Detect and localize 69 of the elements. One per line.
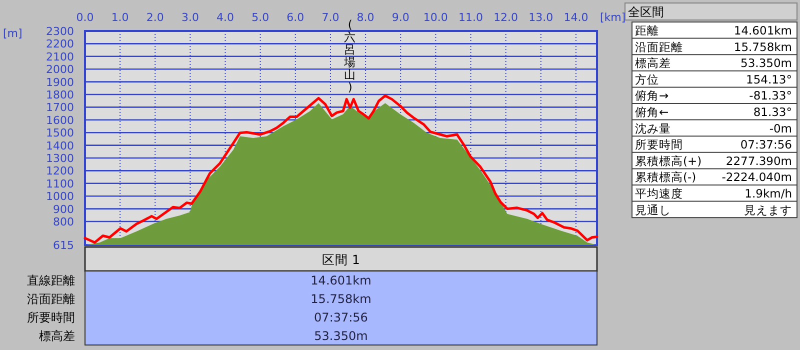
y-tick-label: 1300: [46, 152, 74, 166]
category-label: 累積標高(-): [635, 170, 696, 184]
category-label: 距離: [635, 24, 659, 38]
x-tick-label: 7.0: [322, 11, 340, 24]
text: 区間 1: [322, 252, 360, 267]
category-label: 累積標高(+): [635, 154, 702, 168]
category-label: 沿面距離: [635, 40, 683, 54]
text: 15.758km: [734, 40, 792, 54]
y-tick-label: 1900: [46, 76, 74, 89]
y-tick-label: 1000: [46, 190, 74, 204]
text: 14.601km: [734, 24, 792, 38]
text: -0m: [769, 121, 792, 136]
category-label: 標高差: [635, 56, 671, 70]
x-tick-label: 11.0: [458, 11, 484, 24]
text: 全区間: [628, 5, 664, 19]
text: 14.601km: [310, 274, 372, 288]
x-tick-label: 2.0: [146, 11, 164, 24]
y-tick-label: 900: [53, 202, 74, 216]
y-tick-label: 2200: [46, 38, 74, 51]
category-label: 所要時間: [27, 310, 75, 324]
y-tick-label: 800: [53, 216, 74, 229]
text: -2224.040m: [722, 170, 792, 184]
y-tick-label: 1800: [46, 88, 74, 102]
y-tick-label: 2300: [46, 25, 74, 38]
y-tick-label: 2000: [46, 63, 74, 76]
y-tick-label: 615: [53, 239, 74, 252]
x-tick-label: 0.0: [76, 11, 94, 24]
y-tick-label: 1700: [46, 101, 74, 114]
x-axis-title: [km]: [600, 11, 626, 24]
category-label: 直線距離: [27, 274, 75, 288]
x-tick-label: 14.0: [564, 11, 588, 24]
x-tick-label: 9.0: [392, 11, 410, 24]
text: 154.13°: [746, 72, 792, 86]
x-tick-label: 13.0: [528, 11, 554, 24]
text: 53.350m: [740, 56, 792, 70]
text: 81.33°: [753, 105, 792, 119]
text: 見えます: [744, 202, 792, 217]
text: 53.350m: [314, 329, 368, 343]
y-tick-label: 1500: [46, 126, 74, 140]
text: 07:37:56: [740, 138, 792, 152]
category-label: 沈み量: [635, 121, 671, 136]
category-label: 沿面距離: [27, 292, 75, 306]
x-tick-label: 1.0: [111, 11, 129, 24]
text: -81.33°: [749, 88, 792, 103]
x-tick-label: 12.0: [494, 11, 518, 24]
category-label: 方位: [635, 72, 659, 86]
category-label: 俯角←: [635, 105, 669, 119]
y-tick-label: 1100: [46, 177, 74, 190]
y-tick-label: 1200: [46, 164, 74, 178]
y-tick-label: 2100: [46, 50, 74, 64]
category-label: 見通し: [635, 202, 671, 217]
text: 15.758km: [310, 292, 372, 306]
x-tick-label: 3.0: [181, 11, 199, 24]
text: 07:37:56: [314, 310, 368, 324]
text: 1.9km/h: [744, 186, 792, 200]
x-tick-label: 10.0: [423, 11, 448, 24]
category-label: 俯角→: [635, 88, 669, 103]
text: 2277.390m: [726, 154, 792, 168]
annotation: (六呂場山): [343, 18, 356, 94]
category-label: 標高差: [39, 329, 75, 343]
y-tick-label: 1600: [46, 114, 74, 127]
x-tick-label: 5.0: [252, 11, 270, 24]
category-label: 平均速度: [635, 186, 683, 200]
y-tick-label: 1400: [46, 139, 74, 152]
x-tick-label: 8.0: [356, 11, 374, 24]
y-axis-title: [m]: [3, 27, 22, 40]
x-tick-label: 4.0: [216, 11, 234, 24]
x-tick-label: 6.0: [286, 11, 304, 24]
category-label: 所要時間: [635, 138, 683, 152]
